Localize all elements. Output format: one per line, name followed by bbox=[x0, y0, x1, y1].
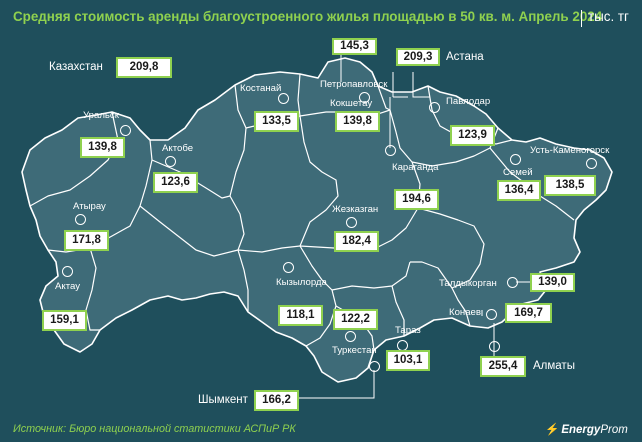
kazakhstan-value: 209,8 bbox=[116, 57, 172, 78]
country-outline bbox=[21, 57, 613, 383]
petropavlovsk-value: 145,3 bbox=[332, 38, 377, 55]
kokshetau-value: 139,8 bbox=[335, 111, 380, 132]
pavlodar-label: Павлодар bbox=[446, 96, 491, 107]
pavlodar-value: 123,9 bbox=[450, 125, 495, 146]
logo-brand-rest: Prom bbox=[600, 424, 628, 436]
aktobe-marker bbox=[165, 156, 176, 167]
logo-brand-bold: Energy bbox=[561, 424, 601, 436]
taldykorgan-marker bbox=[507, 277, 518, 288]
kyzylorda-marker bbox=[283, 262, 294, 273]
pavlodar-marker bbox=[429, 102, 440, 113]
zhezkazgan-marker bbox=[346, 217, 357, 228]
semey-value: 136,4 bbox=[497, 180, 541, 201]
almaty-marker bbox=[489, 341, 500, 352]
almaty-value: 255,4 bbox=[480, 356, 526, 377]
shymkent-label: Шымкент bbox=[198, 394, 248, 406]
turkestan-marker bbox=[345, 331, 356, 342]
karaganda-marker bbox=[385, 145, 396, 156]
semey-marker bbox=[510, 154, 521, 165]
semey-label: Семей bbox=[503, 167, 533, 178]
aktau-value: 159,1 bbox=[42, 310, 87, 331]
ust-kamenogorsk-label: Усть-Каменогорск bbox=[530, 145, 610, 156]
aktau-label: Актау bbox=[55, 281, 81, 292]
unit-separator bbox=[581, 10, 582, 27]
page-title: Средняя стоимость аренды благоустроенног… bbox=[13, 9, 603, 24]
petropavlovsk-marker bbox=[359, 92, 370, 103]
taraz-label: Тараз bbox=[395, 325, 421, 336]
aktobe-label: Актобе bbox=[162, 143, 194, 154]
zhezkazgan-value: 182,4 bbox=[334, 231, 379, 252]
uralsk-marker bbox=[120, 125, 131, 136]
astana-label: Астана bbox=[446, 51, 484, 63]
taraz-value: 103,1 bbox=[386, 350, 430, 371]
konaev-label: Конаев bbox=[449, 307, 481, 318]
uralsk-value: 139,8 bbox=[80, 137, 125, 158]
petropavlovsk-label: Петропавловск bbox=[320, 79, 388, 90]
atyrau-label: Атырау bbox=[73, 201, 106, 212]
leader-lines bbox=[299, 53, 532, 399]
bolt-icon: ⚡ bbox=[545, 424, 560, 436]
taldykorgan-label: Талдыкорган bbox=[439, 278, 497, 289]
shymkent-marker bbox=[369, 361, 380, 372]
kyzylorda-label: Кызылорда bbox=[276, 277, 327, 288]
kostanay-marker bbox=[278, 93, 289, 104]
almaty-label: Алматы bbox=[533, 360, 575, 372]
turkestan-label: Туркестан bbox=[332, 345, 377, 356]
uralsk-label: Уральск bbox=[83, 110, 119, 121]
aktobe-value: 123,6 bbox=[153, 172, 198, 193]
kazakhstan-label: Казахстан bbox=[49, 61, 103, 73]
turkestan-value: 122,2 bbox=[333, 309, 378, 330]
atyrau-value: 171,8 bbox=[64, 230, 109, 251]
ust-kamenogorsk-value: 138,5 bbox=[544, 175, 596, 196]
energyprom-logo: ⚡ EnergyProm bbox=[545, 422, 628, 436]
kostanay-label: Костанай bbox=[240, 83, 282, 94]
zhezkazgan-label: Жезказган bbox=[332, 204, 379, 215]
source-note: Источник: Бюро национальной статистики А… bbox=[13, 423, 296, 435]
konaev-marker bbox=[486, 309, 497, 320]
konaev-value: 169,7 bbox=[505, 303, 552, 323]
kostanay-value: 133,5 bbox=[254, 111, 299, 132]
unit-label: тыс. тг bbox=[588, 9, 629, 24]
atyrau-marker bbox=[75, 214, 86, 225]
karaganda-label: Караганда bbox=[392, 162, 439, 173]
astana-value: 209,3 bbox=[396, 48, 440, 66]
shymkent-value: 166,2 bbox=[254, 390, 299, 411]
aktau-marker bbox=[62, 266, 73, 277]
taldykorgan-value: 139,0 bbox=[530, 273, 575, 292]
kokshetau-label: Кокшетау bbox=[330, 98, 373, 109]
kyzylorda-value: 118,1 bbox=[278, 305, 323, 326]
karaganda-value: 194,6 bbox=[394, 189, 439, 210]
ust-kamenogorsk-marker bbox=[586, 158, 597, 169]
